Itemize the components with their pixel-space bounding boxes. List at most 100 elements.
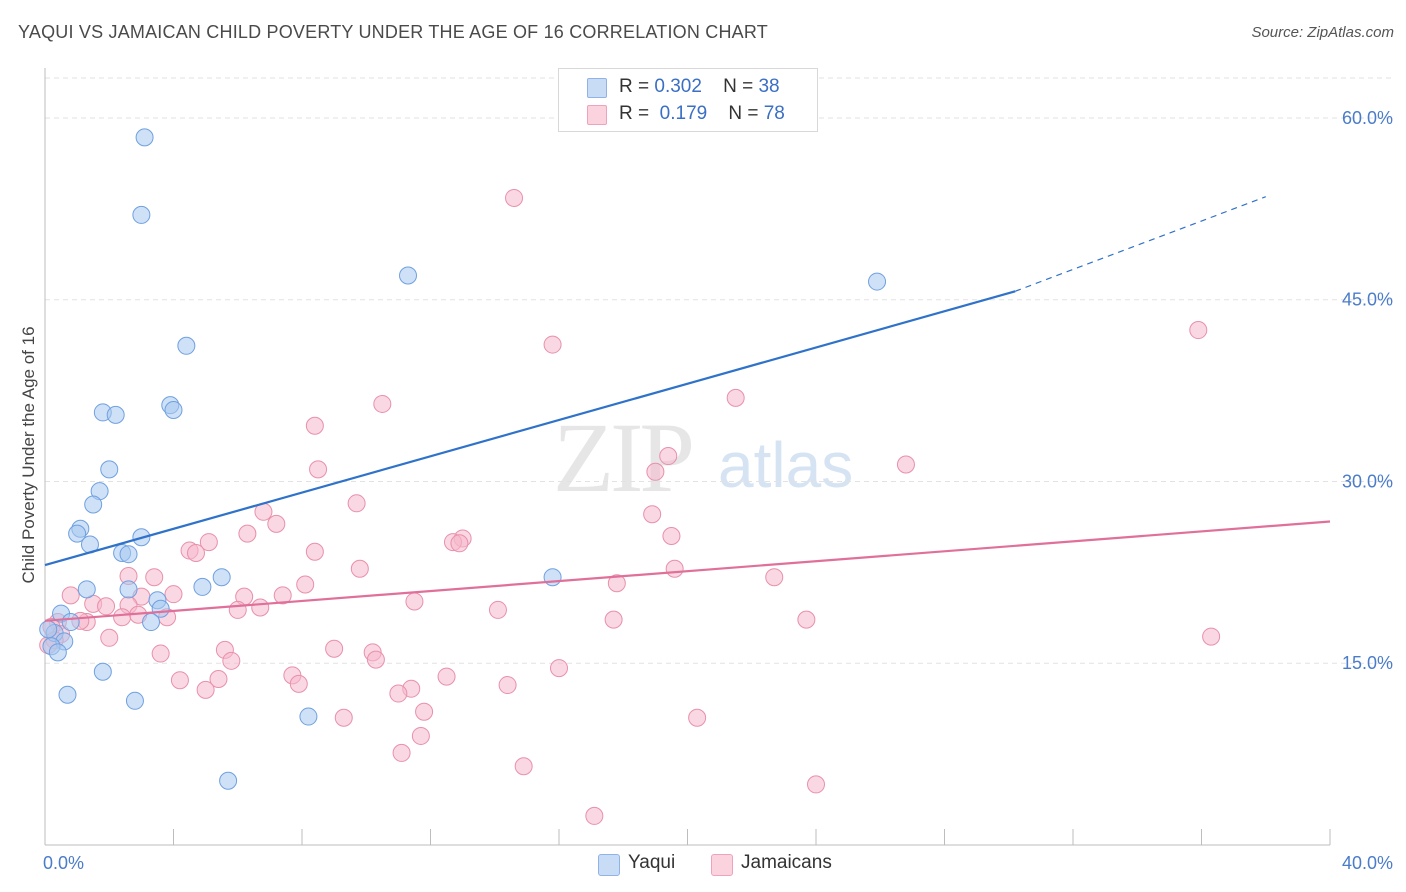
jamaicans-point xyxy=(405,592,424,611)
yaqui-trend-line xyxy=(44,290,1016,567)
jamaicans-point xyxy=(273,586,292,605)
jamaicans-point xyxy=(807,775,825,794)
yaqui-point xyxy=(142,613,161,632)
yaqui-point xyxy=(125,691,144,710)
legend-swatch-jamaicans xyxy=(587,105,607,125)
jamaicans-point xyxy=(488,600,507,619)
legend-n-label: N = xyxy=(723,76,754,97)
y-tick-label: 15.0% xyxy=(1342,653,1393,673)
jamaicans-point xyxy=(665,559,684,578)
yaqui-point xyxy=(543,568,562,587)
legend-n-value: 38 xyxy=(758,76,780,97)
watermark-atlas: atlas xyxy=(718,429,854,501)
yaqui-point xyxy=(219,771,238,790)
yaqui-point xyxy=(77,580,96,599)
jamaicans-point xyxy=(222,651,241,670)
jamaicans-point xyxy=(164,585,183,604)
jamaicans-point xyxy=(662,527,681,546)
jamaicans-point xyxy=(373,394,392,413)
tick-labels: 15.0% 30.0% 45.0% 60.0% 0.0% 40.0% xyxy=(43,108,1393,873)
jamaicans-point xyxy=(585,806,604,825)
legend-r-label: R = xyxy=(619,103,650,124)
legend-n-value: 78 xyxy=(763,103,785,124)
jamaicans-point xyxy=(505,188,524,207)
jamaicans-point xyxy=(199,533,218,552)
jamaicans-point xyxy=(543,335,562,354)
jamaicans-point xyxy=(643,505,662,524)
jamaicans-point xyxy=(415,702,434,721)
jamaicans-point xyxy=(607,574,626,593)
jamaicans-point xyxy=(113,608,132,627)
jamaicans-point xyxy=(896,455,915,474)
jamaicans-point xyxy=(350,559,369,578)
yaqui-point xyxy=(868,272,887,291)
yaqui-point xyxy=(164,401,183,420)
jamaicans-point xyxy=(765,568,784,587)
jamaicans-point xyxy=(334,708,353,727)
jamaicans-point xyxy=(646,462,665,481)
legend-r-value: 0.302 xyxy=(654,76,702,97)
jamaicans-point xyxy=(366,650,385,669)
yaqui-trend-extension xyxy=(1014,196,1266,292)
grid-lines xyxy=(45,77,1392,664)
jamaicans-point xyxy=(1202,627,1221,646)
yaqui-point xyxy=(100,460,119,479)
jamaicans-point xyxy=(289,674,308,693)
x-tick-label: 40.0% xyxy=(1342,853,1393,873)
bottom-legend-label-yaqui: Yaqui xyxy=(628,852,676,873)
jamaicans-point xyxy=(305,416,324,435)
yaqui-point xyxy=(132,205,151,224)
jamaicans-point xyxy=(411,726,430,745)
yaqui-points xyxy=(39,128,887,790)
yaqui-point xyxy=(119,580,138,599)
x-tick-label: 0.0% xyxy=(43,853,84,873)
jamaicans-point xyxy=(604,610,623,629)
yaqui-point xyxy=(106,405,125,424)
y-tick-label: 45.0% xyxy=(1342,290,1393,310)
y-tick-label: 30.0% xyxy=(1342,471,1393,491)
yaqui-point xyxy=(119,545,138,564)
jamaicans-point xyxy=(389,684,408,703)
y-axis-label: Child Poverty Under the Age of 16 xyxy=(19,326,38,583)
yaqui-point xyxy=(177,336,196,355)
bottom-legend-swatch-yaqui xyxy=(598,854,620,876)
chart-title: YAQUI VS JAMAICAN CHILD POVERTY UNDER TH… xyxy=(18,22,768,42)
jamaicans-point xyxy=(550,659,568,678)
jamaicans-point xyxy=(309,460,328,479)
legend-r-label: R = xyxy=(619,76,650,97)
jamaicans-point xyxy=(347,494,366,513)
legend-n-label: N = xyxy=(728,103,759,124)
jamaicans-point xyxy=(97,597,116,616)
trend-lines xyxy=(44,196,1331,622)
bottom-legend-label-jamaicans: Jamaicans xyxy=(741,852,832,873)
jamaicans-point xyxy=(151,644,170,663)
jamaicans-point xyxy=(251,598,270,617)
jamaicans-point xyxy=(296,575,315,594)
jamaicans-point xyxy=(267,514,286,533)
yaqui-point xyxy=(212,568,231,587)
jamaicans-point xyxy=(196,680,215,699)
yaqui-point xyxy=(48,643,67,662)
jamaicans-point xyxy=(238,524,257,543)
jamaicans-point xyxy=(498,676,517,695)
bottom-legend-swatch-jamaicans xyxy=(711,854,733,876)
y-tick-label: 60.0% xyxy=(1342,108,1393,128)
jamaicans-point xyxy=(450,534,469,553)
source-label: Source: ZipAtlas.com xyxy=(1251,24,1394,41)
jamaicans-point xyxy=(514,757,533,776)
legend-r-value: 0.179 xyxy=(659,103,708,124)
jamaicans-point xyxy=(437,667,456,686)
legend: R = 0.302 N = 38 R = 0.179 N = 78 xyxy=(558,68,818,132)
yaqui-point xyxy=(61,613,80,632)
yaqui-point xyxy=(93,662,112,681)
yaqui-point xyxy=(39,620,58,639)
yaqui-point xyxy=(399,266,418,285)
jamaicans-point xyxy=(325,639,344,658)
jamaicans-point xyxy=(1189,321,1208,340)
yaqui-point xyxy=(193,577,212,596)
jamaicans-point xyxy=(228,600,247,619)
jamaicans-point xyxy=(170,671,189,690)
yaqui-point xyxy=(135,128,154,147)
legend-swatch-yaqui xyxy=(587,78,607,98)
jamaicans-point xyxy=(726,388,745,407)
